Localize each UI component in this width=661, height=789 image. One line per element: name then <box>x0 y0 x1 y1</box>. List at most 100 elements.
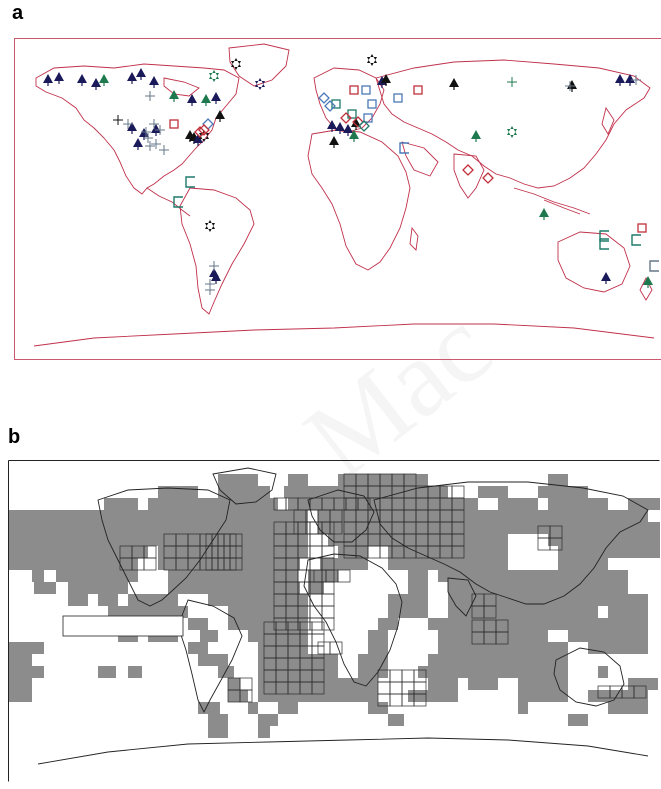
tree-marker <box>643 276 653 288</box>
diamond-marker <box>194 126 206 138</box>
tree-marker <box>335 122 345 134</box>
grid-cell <box>248 630 308 642</box>
grid-cell <box>518 690 568 702</box>
grid-cell <box>218 666 234 678</box>
panel-label-b: b <box>8 426 21 448</box>
grid-cell <box>438 642 568 654</box>
grid-box <box>239 689 253 703</box>
plus-marker <box>159 145 169 155</box>
tree-marker <box>201 94 211 106</box>
grid-cell <box>378 618 398 630</box>
grid-cell <box>628 678 658 690</box>
bracket-marker <box>173 196 183 208</box>
coverage-grid-cells <box>8 474 660 738</box>
tree-marker <box>381 74 391 86</box>
tree-marker <box>343 124 353 136</box>
square-marker <box>367 99 377 109</box>
grid-box <box>367 545 381 559</box>
grid-cell <box>338 546 368 558</box>
grid-cell <box>8 642 44 654</box>
grid-cell <box>288 474 308 486</box>
tree-marker <box>615 74 625 86</box>
square-marker <box>169 119 179 129</box>
grid-box <box>229 557 243 571</box>
panel-label-a: a <box>12 2 24 24</box>
tree-marker <box>187 94 197 106</box>
grid-box <box>309 545 323 559</box>
grid-cell <box>408 582 428 594</box>
grid-cell <box>188 618 208 630</box>
grid-cell <box>8 558 138 570</box>
grid-cell <box>158 558 300 570</box>
bracket-marker <box>649 260 659 272</box>
tree-marker <box>133 138 143 150</box>
grid-box <box>143 557 157 571</box>
grid-cell <box>498 498 538 510</box>
grid-cell <box>428 618 648 630</box>
tree-marker <box>449 78 459 90</box>
grid-cell <box>8 690 32 702</box>
grid-cell <box>468 678 498 690</box>
plus-marker <box>123 119 133 129</box>
grid-box <box>389 669 403 683</box>
grid-box <box>633 685 647 699</box>
square-marker <box>331 99 341 109</box>
grid-cell <box>8 678 32 690</box>
grid-cell <box>218 486 270 498</box>
grid-cell <box>478 486 508 498</box>
grid-box <box>309 593 323 607</box>
grid-cell <box>148 498 278 510</box>
diamond-marker <box>202 118 214 130</box>
grid-cell <box>32 570 44 582</box>
tree-marker <box>43 74 53 86</box>
plus-marker <box>565 81 575 91</box>
tree-marker <box>329 136 339 148</box>
grid-cell <box>208 594 308 606</box>
grid-cell <box>168 570 298 582</box>
grid-cell <box>608 606 648 618</box>
grid-cell <box>158 546 308 558</box>
plus-marker <box>205 285 215 295</box>
star-marker <box>231 58 241 70</box>
grid-cell <box>258 726 270 738</box>
grid-cell <box>588 690 648 702</box>
grid-cell <box>284 486 448 498</box>
bracket-marker <box>399 142 409 154</box>
square-marker <box>347 109 357 119</box>
diamond-marker <box>324 100 336 112</box>
grid-cell <box>108 606 188 618</box>
plus-marker <box>209 261 219 271</box>
square-marker <box>413 85 423 95</box>
grid-box <box>311 681 325 695</box>
coastlines-a <box>33 43 655 347</box>
tree-marker <box>136 68 146 80</box>
grid-cell <box>328 534 508 546</box>
grid-box <box>451 485 465 499</box>
grid-box <box>483 605 497 619</box>
grid-cell <box>588 642 648 654</box>
tree-marker <box>215 110 225 122</box>
tree-marker <box>471 130 481 142</box>
plus-marker <box>145 91 155 101</box>
grid-box <box>377 681 391 695</box>
grid-cell <box>408 570 428 582</box>
star-marker <box>205 220 215 232</box>
grid-box <box>309 605 323 619</box>
grid-cell <box>368 642 388 654</box>
grid-cell <box>8 666 44 678</box>
plus-marker <box>149 119 159 129</box>
diamond-marker <box>462 164 474 176</box>
grid-cell <box>8 522 308 534</box>
grid-box <box>549 537 563 551</box>
tree-marker <box>327 120 337 132</box>
star-marker <box>507 126 517 138</box>
tree-marker <box>193 134 203 146</box>
square-marker <box>361 85 371 95</box>
tree-marker <box>351 118 361 130</box>
plus-marker <box>145 141 155 151</box>
grid-cell <box>258 666 338 678</box>
grid-cell <box>228 690 248 702</box>
star-marker <box>367 54 377 66</box>
diamond-marker <box>352 116 364 128</box>
grid-cell <box>228 606 308 618</box>
